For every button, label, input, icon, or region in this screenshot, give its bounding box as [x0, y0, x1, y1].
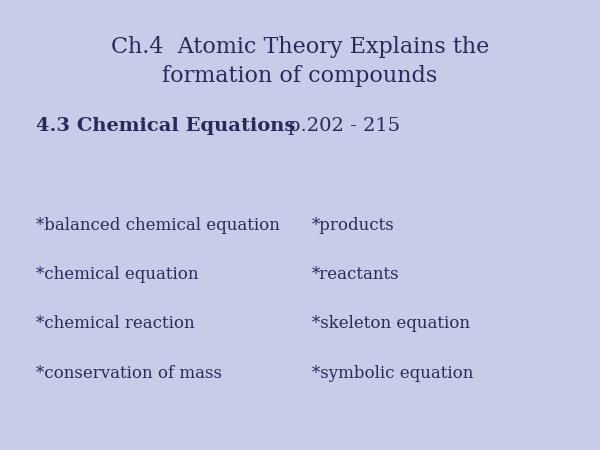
Text: *reactants: *reactants — [312, 266, 400, 283]
Text: *skeleton equation: *skeleton equation — [312, 315, 470, 333]
Text: 4.3 Chemical Equations: 4.3 Chemical Equations — [36, 117, 295, 135]
Text: *products: *products — [312, 216, 395, 234]
Text: *symbolic equation: *symbolic equation — [312, 365, 473, 382]
Text: *chemical reaction: *chemical reaction — [36, 315, 194, 333]
Text: p.202 - 215: p.202 - 215 — [288, 117, 400, 135]
Text: Ch.4  Atomic Theory Explains the
formation of compounds: Ch.4 Atomic Theory Explains the formatio… — [111, 36, 489, 87]
Text: *chemical equation: *chemical equation — [36, 266, 199, 283]
Text: *conservation of mass: *conservation of mass — [36, 365, 222, 382]
Text: *balanced chemical equation: *balanced chemical equation — [36, 216, 280, 234]
